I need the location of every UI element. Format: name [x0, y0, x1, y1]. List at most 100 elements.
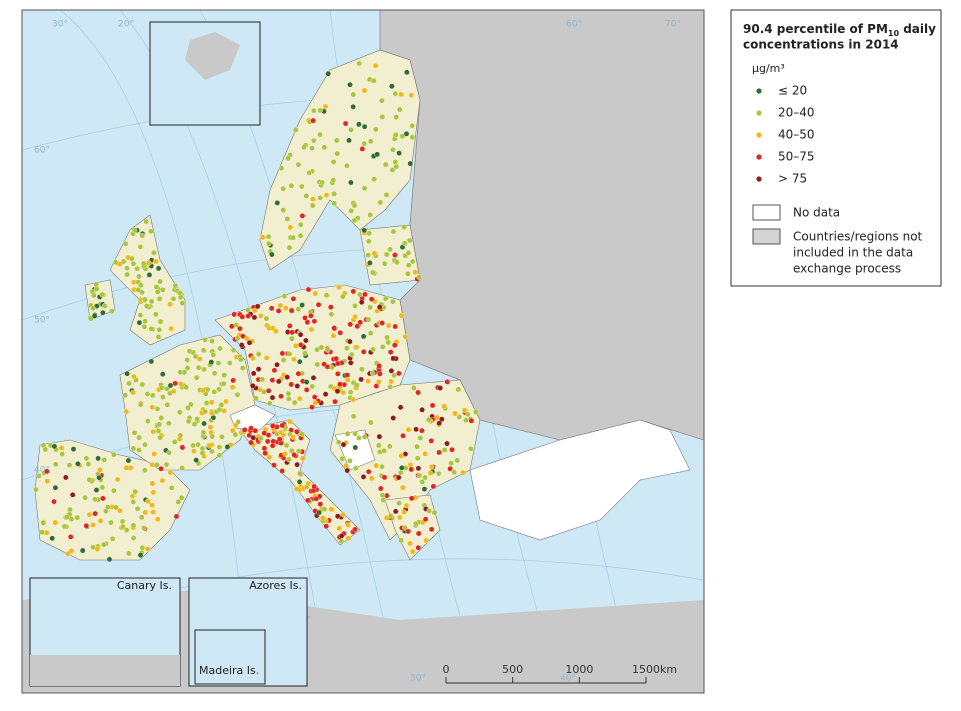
station-dot	[337, 381, 343, 387]
station-dot	[217, 345, 223, 352]
station-dot	[468, 446, 474, 452]
station-dot	[117, 261, 123, 267]
station-dot	[164, 402, 171, 408]
station-dot	[166, 420, 172, 427]
station-dot	[136, 447, 142, 453]
station-dot	[289, 329, 295, 336]
station-dot	[49, 535, 55, 542]
station-dot	[352, 430, 358, 437]
station-dot	[397, 514, 403, 521]
scale-bar: 0 500 1000 1500 km	[443, 663, 677, 684]
station-dot	[380, 497, 386, 503]
station-dot	[353, 465, 359, 471]
legend-label: > 75	[778, 172, 807, 186]
station-dot	[390, 298, 396, 305]
station-dot	[295, 370, 302, 377]
station-dot	[340, 389, 347, 396]
station-dot	[284, 216, 291, 222]
station-dot	[329, 364, 335, 371]
station-dot	[330, 177, 336, 183]
station-dot	[416, 274, 422, 280]
station-dot	[368, 296, 375, 302]
station-dot	[79, 547, 86, 554]
station-dot	[323, 192, 330, 198]
station-dot	[288, 183, 295, 189]
station-dot	[178, 495, 185, 501]
station-dot	[137, 401, 144, 408]
station-dot	[415, 544, 422, 551]
station-dot	[310, 117, 316, 124]
station-dot	[311, 107, 317, 114]
station-dot	[93, 487, 100, 493]
station-dot	[390, 147, 396, 153]
station-dot	[282, 451, 288, 457]
station-dot	[298, 342, 304, 348]
station-dot	[323, 523, 329, 529]
station-dot	[299, 213, 306, 219]
station-dot	[250, 355, 256, 362]
station-dot	[344, 377, 351, 383]
station-dot	[150, 509, 156, 515]
station-dot	[184, 365, 191, 371]
station-dot	[259, 376, 266, 383]
station-dot	[426, 416, 432, 423]
station-dot	[451, 469, 457, 475]
station-dot	[241, 427, 248, 433]
station-dot	[33, 486, 39, 493]
station-dot	[195, 441, 201, 448]
station-dot	[195, 364, 202, 371]
station-dot	[109, 536, 116, 542]
scale-label: 1500	[632, 663, 660, 676]
station-dot	[339, 455, 345, 462]
station-dot	[362, 291, 368, 298]
station-dot	[361, 123, 368, 130]
station-dot	[279, 468, 285, 474]
station-dot	[351, 217, 358, 224]
station-dot	[192, 353, 199, 360]
station-dot	[125, 457, 132, 464]
station-dot	[202, 408, 208, 415]
station-dot	[132, 488, 138, 495]
station-dot	[376, 442, 382, 449]
station-dot	[101, 457, 107, 463]
station-dot	[137, 312, 144, 318]
station-dot	[178, 381, 184, 387]
station-dot	[334, 513, 341, 519]
station-dot	[460, 469, 466, 476]
station-dot	[353, 344, 360, 350]
station-dot	[134, 505, 141, 512]
station-dot	[113, 504, 119, 511]
station-dot	[428, 438, 435, 444]
station-dot	[297, 395, 303, 402]
station-dot	[379, 492, 386, 498]
station-dot	[44, 478, 51, 484]
station-dot	[401, 509, 407, 515]
station-dot	[294, 383, 301, 389]
station-dot	[290, 234, 296, 241]
inset-svalbard	[149, 21, 261, 126]
station-dot	[379, 463, 385, 470]
station-dot	[301, 144, 307, 151]
station-dot	[179, 300, 186, 306]
station-dot	[158, 415, 165, 421]
station-dot	[348, 208, 354, 214]
station-dot	[206, 443, 213, 449]
station-dot	[444, 379, 451, 385]
station-dot	[348, 127, 354, 133]
station-dot	[319, 179, 325, 186]
station-dot	[119, 518, 126, 525]
station-dot	[381, 474, 388, 481]
station-dot	[280, 185, 286, 192]
station-dot	[304, 319, 311, 325]
station-dot	[374, 308, 380, 314]
station-dot	[401, 224, 407, 230]
station-dot	[293, 343, 299, 349]
station-dot	[303, 379, 310, 385]
station-dot	[393, 163, 400, 170]
station-dot	[334, 150, 340, 157]
station-dot	[367, 330, 374, 336]
station-dot	[142, 467, 148, 473]
station-dot	[52, 519, 59, 526]
station-dot	[196, 356, 203, 362]
station-dot	[369, 370, 376, 377]
